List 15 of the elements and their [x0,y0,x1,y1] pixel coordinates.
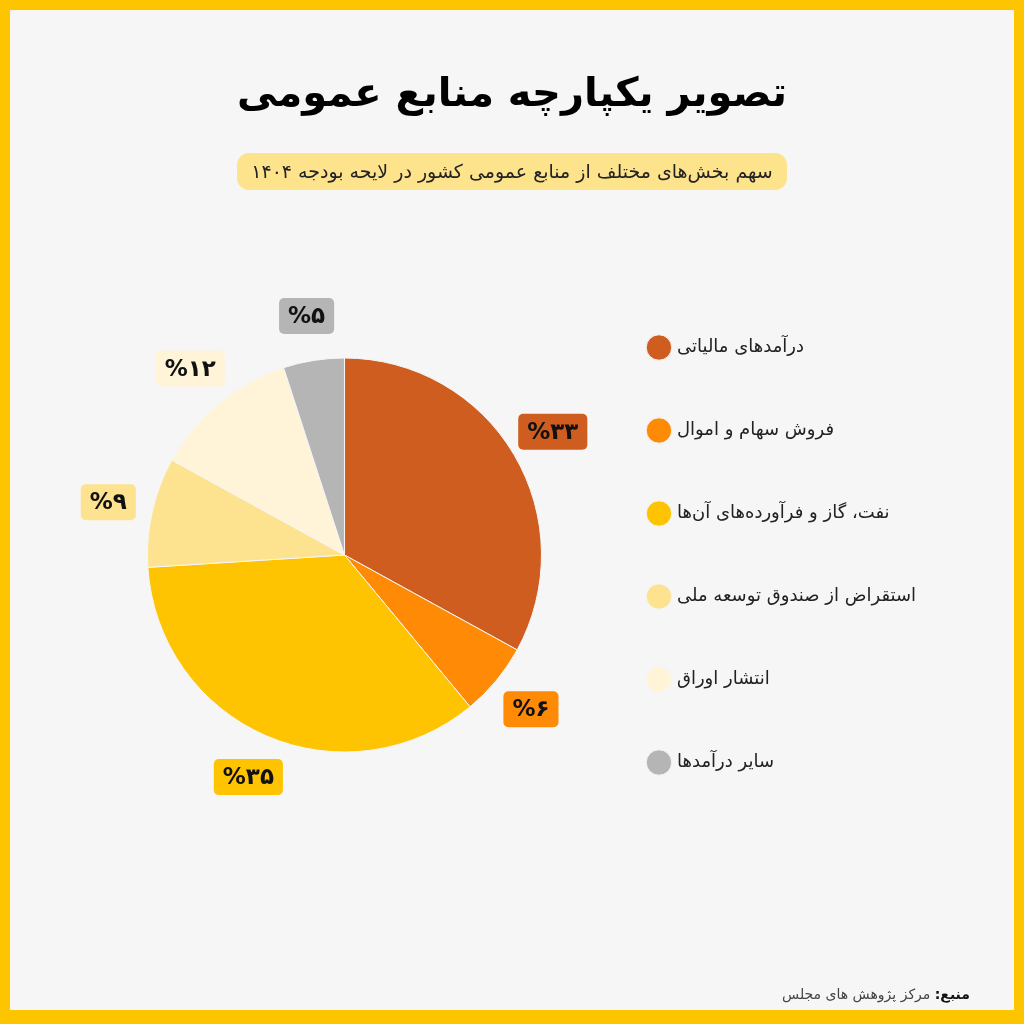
legend-label: استقراض از صندوق توسعه ملی [676,584,916,607]
chart-title: تصویر یکپارچه منابع عمومی [236,68,788,118]
data-label: %۳۵ [222,763,274,790]
data-label: %۱۲ [164,354,216,381]
legend-label: درآمدهای مالیاتی [676,334,805,357]
data-label: %۶ [512,695,550,722]
legend-label: سایر درآمدها [676,749,774,773]
legend-label: نفت، گاز و فرآورده‌های آن‌ها [676,500,890,524]
data-label: %۳۳ [527,417,579,444]
legend-label: فروش سهام و اموال [676,418,835,441]
data-label: %۹ [89,488,127,515]
legend-label: انتشار اوراق [676,667,770,690]
data-label: %۵ [288,301,326,328]
chart-subtitle: سهم بخش‌های مختلف از منابع عمومی کشور در لایحه بودجه ۱۴۰۴ [237,153,787,190]
text: منبع: مرکز پژوهش های مجلس [782,986,970,1002]
